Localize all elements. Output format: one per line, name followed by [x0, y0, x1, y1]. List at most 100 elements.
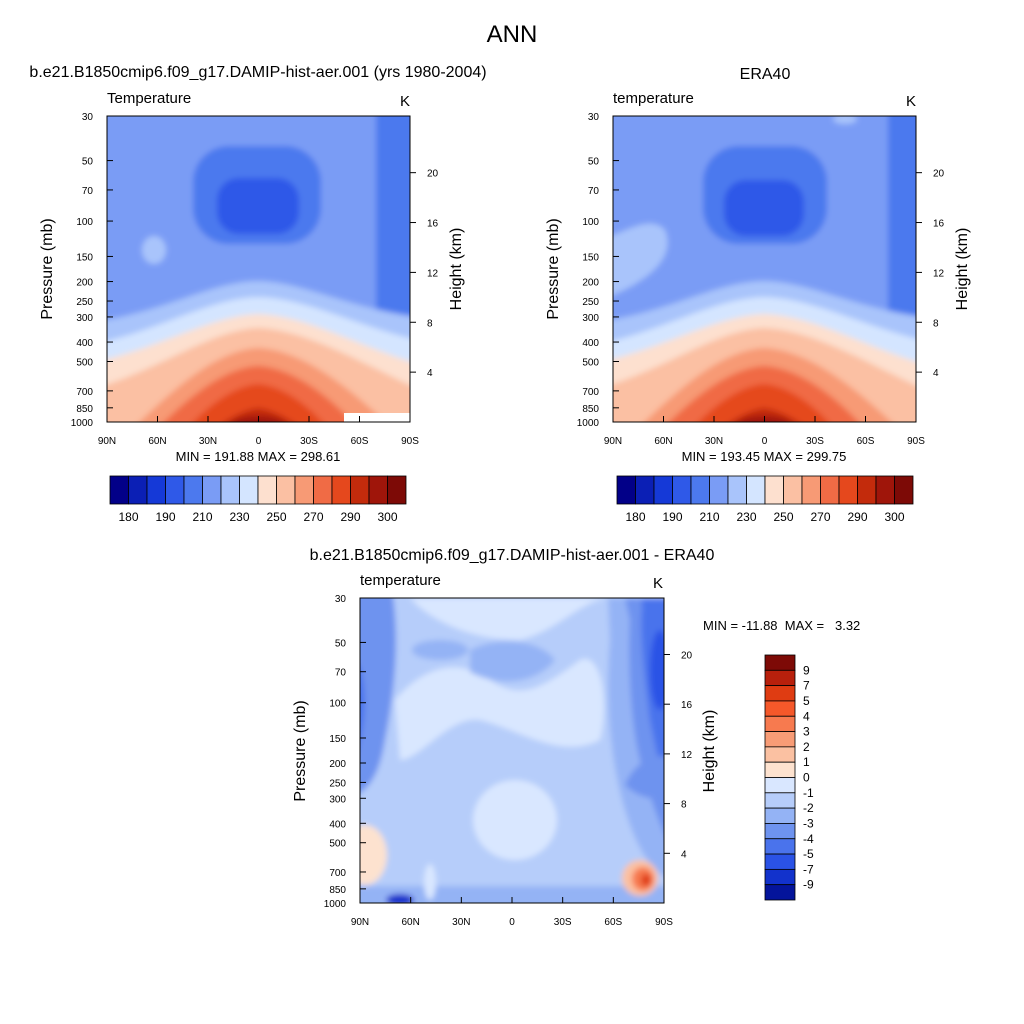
- colorbar-label: 230: [229, 510, 249, 524]
- y-tick-label: 70: [588, 186, 600, 197]
- colorbar-swatch: [183, 475, 203, 505]
- y-tick-label: 200: [329, 759, 346, 770]
- y-tick-label: 850: [76, 404, 93, 415]
- colorbar-swatch: [146, 475, 166, 505]
- colorbar-swatch: [764, 838, 796, 855]
- y2-tick-label: 4: [681, 849, 687, 860]
- min-max-label: MIN = 191.88 MAX = 298.61: [176, 449, 341, 464]
- colorbar-label: 300: [884, 510, 904, 524]
- units-label: K: [906, 93, 916, 110]
- units-label: K: [400, 93, 410, 110]
- colorbar-swatch: [257, 475, 277, 505]
- y-tick-label: 850: [582, 404, 599, 415]
- y2-tick-label: 12: [681, 750, 693, 761]
- colorbar-label: 4: [803, 709, 810, 723]
- contour-field: [107, 116, 410, 422]
- min-max-label: MIN = -11.88 MAX = 3.32: [703, 618, 860, 633]
- variable-label: temperature: [613, 90, 694, 107]
- variable-label: temperature: [360, 572, 441, 589]
- x-tick-label: 0: [762, 436, 768, 447]
- colorbar-label: 0: [803, 771, 810, 785]
- x-tick-label: 30N: [452, 917, 470, 928]
- x-tick-label: 60S: [604, 917, 622, 928]
- colorbar-swatch: [387, 475, 407, 505]
- y-tick-label: 400: [76, 338, 93, 349]
- y-tick-label: 500: [582, 358, 599, 369]
- y-tick-label: 400: [329, 819, 346, 830]
- colorbar-swatch: [709, 475, 729, 505]
- colorbar-swatch: [616, 475, 636, 505]
- colorbar-swatch: [764, 669, 796, 687]
- x-tick-label: 60N: [654, 436, 672, 447]
- y2-tick-label: 8: [681, 800, 687, 811]
- y-tick-label: 300: [329, 794, 346, 805]
- y-tick-label: 50: [335, 638, 347, 649]
- y2-tick-label: 8: [933, 318, 939, 329]
- y2-tick-label: 16: [427, 219, 439, 230]
- y2-tick-label: 16: [681, 700, 693, 711]
- colorbar-swatch: [350, 475, 370, 505]
- colorbar-label: -2: [803, 801, 814, 815]
- y2-tick-label: 20: [427, 169, 439, 180]
- y-tick-label: 300: [76, 313, 93, 324]
- colorbar-swatch: [109, 475, 129, 505]
- x-tick-label: 30N: [199, 436, 217, 447]
- colorbar-swatch: [857, 475, 877, 505]
- colorbar-label: 2: [803, 740, 810, 754]
- x-tick-label: 0: [509, 917, 515, 928]
- y-tick-label: 50: [588, 157, 600, 168]
- colorbar-swatch: [764, 884, 796, 901]
- colorbar-label: 3: [803, 725, 810, 739]
- x-tick-label: 90S: [401, 436, 419, 447]
- y-tick-label: 700: [582, 387, 599, 398]
- colorbar-label: 270: [303, 510, 323, 524]
- y-tick-label: 300: [582, 313, 599, 324]
- x-tick-label: 30S: [554, 917, 572, 928]
- y-tick-label: 250: [76, 297, 93, 308]
- colorbar-label: 290: [340, 510, 360, 524]
- colorbar-label: 290: [847, 510, 867, 524]
- y-tick-label: 70: [82, 186, 94, 197]
- y-axis-label: Pressure (mb): [545, 218, 562, 319]
- y-tick-label: 700: [329, 868, 346, 879]
- colorbar-label: 1: [803, 755, 810, 769]
- colorbar-swatch: [764, 715, 796, 732]
- y-axis-label: Pressure (mb): [292, 700, 309, 801]
- colorbar-swatch: [635, 475, 655, 505]
- colorbar-swatch: [331, 475, 351, 505]
- colorbar-swatch: [764, 731, 796, 748]
- y2-axis-label: Height (km): [448, 228, 465, 311]
- colorbar-swatch: [313, 475, 333, 505]
- y-tick-label: 100: [329, 699, 346, 710]
- y-tick-label: 250: [582, 297, 599, 308]
- colorbar-swatch: [727, 475, 747, 505]
- colorbar-label: 7: [803, 679, 810, 693]
- x-tick-label: 60S: [351, 436, 369, 447]
- x-tick-label: 0: [256, 436, 262, 447]
- y-tick-label: 400: [582, 338, 599, 349]
- colorbar-label: 190: [662, 510, 682, 524]
- y-tick-label: 150: [582, 252, 599, 263]
- colorbar-label: -7: [803, 862, 814, 876]
- colorbar-label: 250: [266, 510, 286, 524]
- obs-panel: ERA40 temperature K MIN = 193.45 MAX = 2…: [545, 66, 971, 524]
- colorbar-label: 9: [803, 663, 810, 677]
- x-tick-label: 30N: [705, 436, 723, 447]
- y2-axis-label: Height (km): [954, 228, 971, 311]
- colorbar-swatch: [894, 475, 914, 505]
- x-tick-label: 30S: [806, 436, 824, 447]
- y-tick-label: 150: [76, 252, 93, 263]
- panel-title: b.e21.B1850cmip6.f09_g17.DAMIP-hist-aer.…: [310, 547, 715, 564]
- colorbar-label: 270: [810, 510, 830, 524]
- variable-label: Temperature: [107, 90, 191, 107]
- y-tick-label: 500: [76, 358, 93, 369]
- colorbar-swatch: [764, 746, 796, 763]
- colorbar-label: 210: [192, 510, 212, 524]
- colorbar-label: 180: [118, 510, 138, 524]
- x-tick-label: 90N: [604, 436, 622, 447]
- colorbar-swatch: [368, 475, 388, 505]
- colorbar-swatch: [220, 475, 240, 505]
- colorbar-swatch: [672, 475, 692, 505]
- y-tick-label: 200: [76, 278, 93, 289]
- panel-title: ERA40: [740, 66, 791, 83]
